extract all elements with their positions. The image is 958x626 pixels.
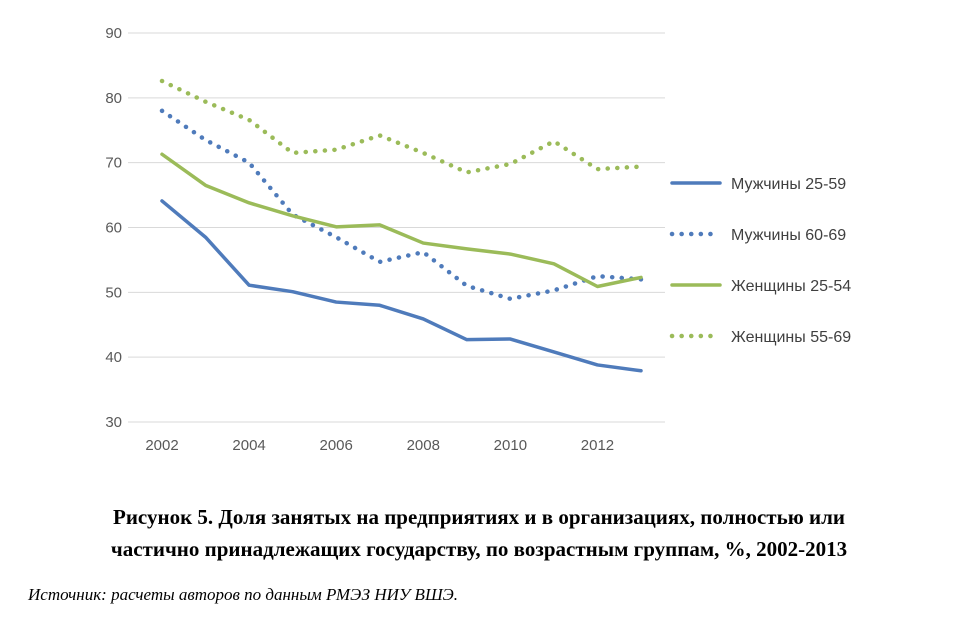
legend-label: Мужчины 25-59: [731, 176, 846, 193]
x-tick-label: 2010: [494, 437, 527, 454]
y-tick-label: 30: [105, 414, 122, 431]
series-line-4: [159, 78, 644, 175]
x-tick-label: 2008: [407, 437, 440, 454]
source-note: Источник: расчеты авторов по данным РМЭЗ…: [28, 585, 459, 604]
figure-caption-line-2: частично принадлежащих государству, по в…: [110, 537, 848, 561]
x-tick-label: 2006: [319, 437, 352, 454]
line-chart: 30 40 50 60 70 80 90 2002 2004 2006 2008 2010 2012 Му…: [105, 25, 851, 454]
x-tick-label: 2002: [145, 437, 178, 454]
y-tick-label: 50: [105, 284, 122, 301]
legend-label: Женщины 55-69: [731, 329, 851, 346]
x-tick-label: 2012: [581, 437, 614, 454]
y-tick-label: 40: [105, 349, 122, 366]
legend-label: Мужчины 60-69: [731, 227, 846, 244]
series-line-3: [160, 152, 643, 289]
figure-caption-line-1: Рисунок 5. Доля занятых на предприятиях …: [113, 505, 845, 529]
x-tick-label: 2004: [232, 437, 265, 454]
y-tick-label: 60: [105, 220, 122, 237]
y-tick-label: 90: [105, 25, 122, 42]
y-tick-label: 80: [105, 90, 122, 107]
legend-label: Женщины 25-54: [731, 278, 851, 295]
y-tick-label: 70: [105, 155, 122, 172]
series-line-1: [160, 199, 643, 373]
